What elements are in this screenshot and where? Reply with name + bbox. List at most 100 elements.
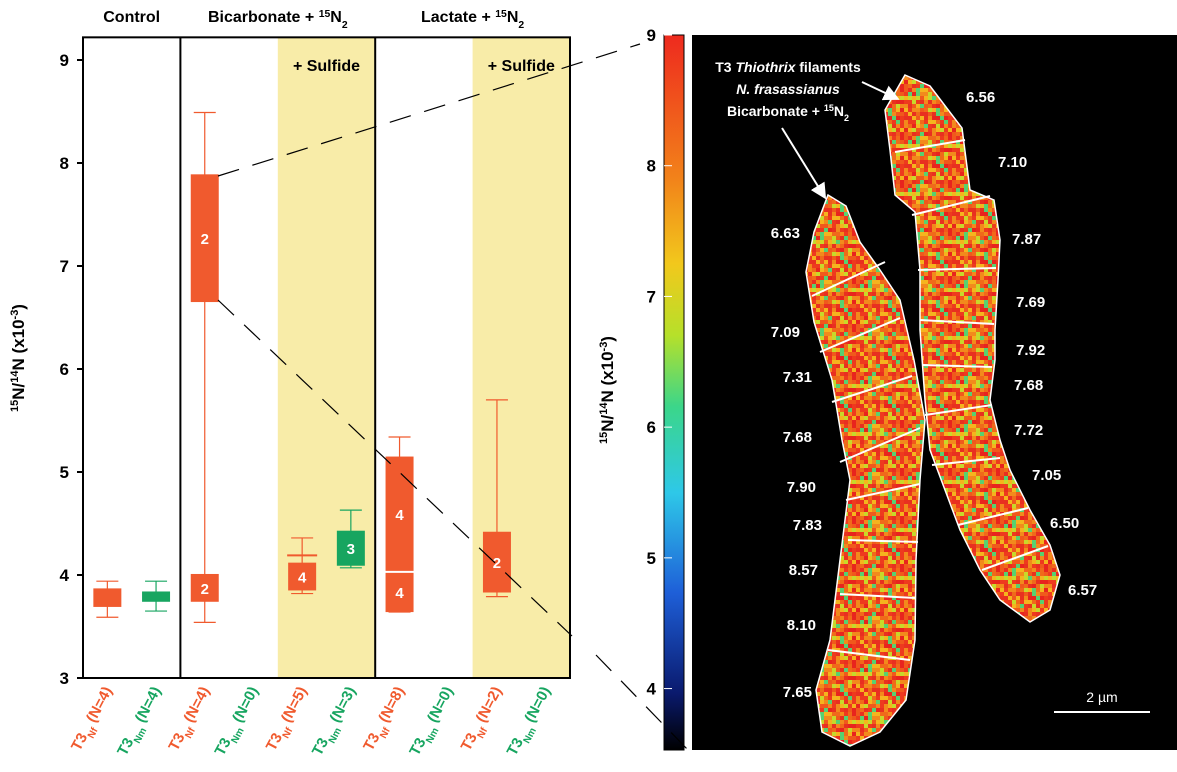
text: N/ xyxy=(9,382,28,399)
x-tick-label: T3Nm(N=4) xyxy=(114,684,168,761)
box-label: 3 xyxy=(347,541,355,558)
superscript: 15 xyxy=(495,9,507,20)
text: ) xyxy=(598,336,617,342)
text: filaments xyxy=(795,59,861,75)
colorbar-tick-label: 9 xyxy=(647,26,656,45)
scale-bar-label: 2 µm xyxy=(1086,689,1117,705)
label: Bicarbonate + 15N2 xyxy=(208,9,348,31)
segment-label: 7.31 xyxy=(783,369,812,386)
text: N (x10 xyxy=(9,319,28,370)
y-tick-label: 4 xyxy=(60,566,70,585)
segment-label: 6.56 xyxy=(966,89,995,106)
text: Bicarbonate + xyxy=(727,103,824,119)
superscript: -3 xyxy=(9,310,21,320)
superscript: 15 xyxy=(9,400,21,412)
segment-label: 7.72 xyxy=(1014,422,1043,439)
box-label: 2 xyxy=(493,555,501,572)
text: (N=4) xyxy=(132,684,165,725)
segment-label: 8.10 xyxy=(787,617,816,634)
text: N xyxy=(834,103,844,119)
segment-label: 6.63 xyxy=(771,225,800,242)
segment-label: 7.05 xyxy=(1032,467,1061,484)
segment-label: 7.69 xyxy=(1016,294,1045,311)
subscript: Nm xyxy=(132,726,149,745)
text: (N=4) xyxy=(83,684,116,725)
x-tick-label: T3Nm(N=0) xyxy=(504,684,558,761)
box-label: 2 xyxy=(201,581,209,598)
box-chart: + Sulfide+ SulfideControlBicarbonate + 1… xyxy=(9,9,570,761)
y-tick-label: 6 xyxy=(60,360,69,379)
text: (N=4) xyxy=(180,684,213,725)
annotation: N. frasassianus xyxy=(736,81,840,97)
genus: Thiothrix xyxy=(735,59,796,75)
shade-label: + Sulfide xyxy=(488,58,555,75)
x-tick-label: T3Nm(N=0) xyxy=(406,684,460,761)
box-label: 4 xyxy=(298,570,307,587)
nanosims-panel: 4 5 6 7 8 9 15N/14N (x10-3) 6.63 7.09 7.31 7.68 7.9… xyxy=(598,26,1177,750)
subscript: 2 xyxy=(518,20,524,31)
colorbar-tick-label: 5 xyxy=(647,549,656,568)
subscript: 2 xyxy=(342,20,348,31)
segment-label: 7.68 xyxy=(1014,377,1043,394)
colorbar-tick-label: 4 xyxy=(647,680,657,699)
superscript: 15 xyxy=(319,9,331,20)
segment-label: 6.57 xyxy=(1068,582,1097,599)
colorbar xyxy=(664,35,684,750)
text: N (x10 xyxy=(598,351,617,402)
text: (N=0) xyxy=(424,684,457,725)
subscript: 2 xyxy=(844,113,849,123)
text: T3 xyxy=(715,59,735,75)
segment-label: 7.92 xyxy=(1016,342,1045,359)
colorbar-tick-label: 8 xyxy=(647,157,656,176)
y-axis-label: 15N/14N (x10-3) xyxy=(9,304,28,412)
x-tick-label: T3Nf(N=4) xyxy=(165,684,217,756)
subscript: Nm xyxy=(424,726,441,745)
superscript: 15 xyxy=(598,432,610,444)
box xyxy=(93,588,121,607)
box-label: 4 xyxy=(395,507,404,524)
y-tick-label: 7 xyxy=(60,257,69,276)
segment-label: 7.83 xyxy=(793,517,822,534)
text: N/ xyxy=(598,414,617,431)
text: (N=0) xyxy=(229,684,262,725)
text: (N=8) xyxy=(375,684,408,725)
text: Control xyxy=(103,9,160,26)
superscript: 14 xyxy=(598,402,610,415)
superscript: 14 xyxy=(9,370,21,383)
y-tick-label: 5 xyxy=(60,463,69,482)
colorbar-tick-label: 6 xyxy=(647,418,656,437)
text: (N=2) xyxy=(473,684,506,725)
x-tick-label: T3Nf(N=2) xyxy=(458,684,510,756)
y-axis-label: 15N/14N (x10-3) xyxy=(598,336,617,444)
annotation: T3 Thiothrix filaments xyxy=(715,59,861,75)
box-label: 4 xyxy=(395,585,404,602)
text: Lactate + xyxy=(421,9,495,26)
text: (N=5) xyxy=(278,684,311,725)
figure: + Sulfide+ SulfideControlBicarbonate + 1… xyxy=(0,0,1177,767)
segment-label: 7.09 xyxy=(771,324,800,341)
label: Lactate + 15N2 xyxy=(421,9,524,31)
superscript: -3 xyxy=(598,342,610,352)
segment-label: 7.65 xyxy=(783,684,812,701)
text: N xyxy=(507,9,519,26)
text: ) xyxy=(9,304,28,310)
subscript: Nm xyxy=(326,726,343,745)
text: N xyxy=(330,9,342,26)
segment-label: 6.50 xyxy=(1050,515,1079,532)
segment-label: 7.87 xyxy=(1012,231,1041,248)
segment-label: 7.68 xyxy=(783,429,812,446)
segment-label: 7.10 xyxy=(998,154,1027,171)
box xyxy=(142,591,170,601)
text: (N=0) xyxy=(521,684,554,725)
colorbar-tick-label: 7 xyxy=(647,287,656,306)
x-tick-label: T3Nf(N=8) xyxy=(360,684,412,756)
x-tick-label: T3Nm(N=0) xyxy=(211,684,265,761)
text: Bicarbonate + xyxy=(208,9,319,26)
segment-label: 7.90 xyxy=(787,479,816,496)
x-tick-label: T3Nf(N=4) xyxy=(68,684,120,756)
y-tick-label: 9 xyxy=(60,51,69,70)
box-label: 2 xyxy=(201,231,209,248)
y-tick-label: 8 xyxy=(60,154,69,173)
x-tick-label: T3Nm(N=3) xyxy=(309,684,363,761)
subscript: Nm xyxy=(229,726,246,745)
